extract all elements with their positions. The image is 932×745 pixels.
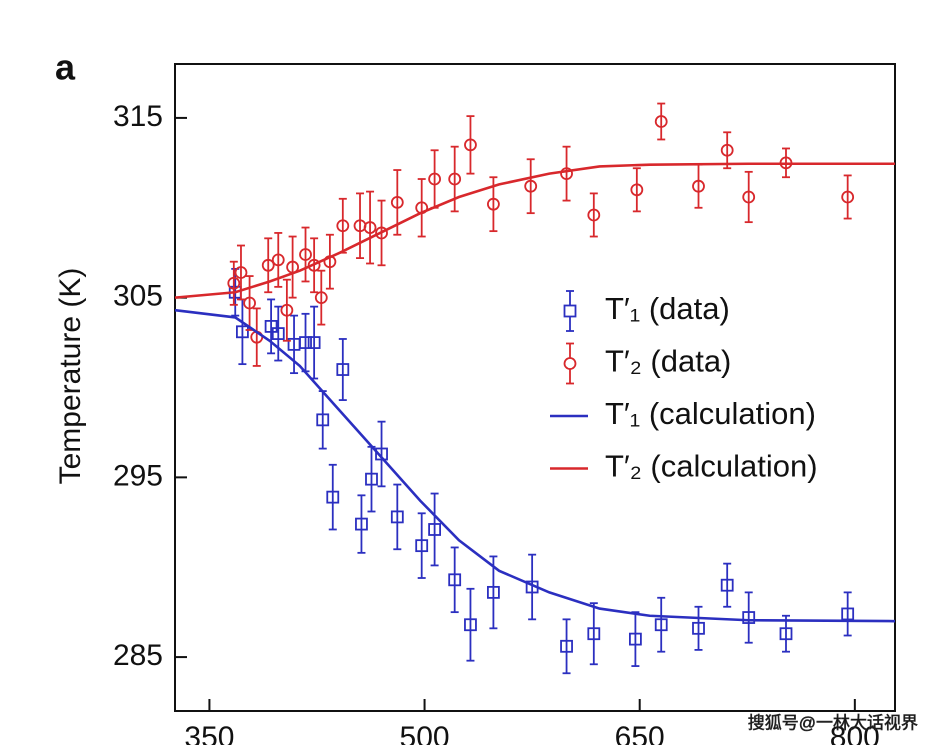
square-marker bbox=[415, 539, 429, 553]
square-marker bbox=[264, 319, 278, 333]
calculation-line bbox=[174, 162, 895, 299]
circle-marker bbox=[390, 195, 404, 209]
square-marker bbox=[316, 413, 330, 427]
square-marker bbox=[236, 325, 249, 339]
square-marker bbox=[628, 632, 642, 646]
y-tick-label: 295 bbox=[113, 459, 163, 492]
plot-frame bbox=[174, 63, 896, 712]
square-marker bbox=[271, 327, 285, 340]
square-marker bbox=[587, 627, 601, 641]
circle-marker bbox=[448, 172, 462, 186]
square-marker bbox=[355, 517, 368, 531]
circle-marker bbox=[560, 167, 573, 181]
square-marker bbox=[336, 363, 350, 376]
square-marker bbox=[560, 639, 573, 653]
circle-marker bbox=[243, 296, 256, 310]
x-tick-label: 800 bbox=[830, 721, 880, 745]
y-axis-label: Temperature (K) bbox=[54, 268, 87, 485]
circle-marker bbox=[720, 143, 734, 157]
circle-marker bbox=[692, 179, 705, 193]
circle-marker bbox=[587, 208, 601, 222]
circle-marker bbox=[314, 291, 328, 305]
x-tick-label: 350 bbox=[184, 721, 234, 745]
circle-marker bbox=[280, 303, 294, 317]
legend-label: T′₁ (calculation) bbox=[605, 396, 816, 431]
square-marker bbox=[307, 336, 321, 349]
circle-marker bbox=[271, 253, 285, 267]
circle-marker bbox=[336, 219, 350, 233]
legend-marker bbox=[563, 357, 577, 370]
circle-marker bbox=[227, 276, 241, 290]
square-marker bbox=[654, 618, 668, 632]
circle-marker bbox=[654, 115, 668, 128]
circle-marker bbox=[630, 183, 644, 197]
square-marker bbox=[448, 573, 462, 587]
legend-label: T′₂ (calculation) bbox=[605, 449, 818, 484]
watermark: 搜狐号@一林大话视界 bbox=[748, 713, 918, 732]
square-marker bbox=[365, 472, 378, 486]
circle-marker bbox=[234, 266, 248, 279]
square-marker bbox=[326, 490, 340, 504]
panel-label: a bbox=[55, 47, 76, 88]
square-marker bbox=[428, 523, 442, 536]
square-marker bbox=[720, 578, 734, 592]
legend-label: T′₂ (data) bbox=[605, 344, 731, 379]
circle-marker bbox=[464, 138, 477, 152]
square-marker bbox=[464, 618, 477, 632]
circle-marker bbox=[363, 221, 377, 234]
square-marker bbox=[742, 611, 756, 624]
square-marker bbox=[841, 607, 855, 621]
circle-marker bbox=[428, 172, 442, 186]
square-marker bbox=[299, 336, 312, 349]
legend-label: T′₁ (data) bbox=[605, 291, 730, 326]
x-tick-label: 650 bbox=[615, 721, 665, 745]
y-tick-label: 285 bbox=[113, 639, 163, 672]
y-tick-label: 315 bbox=[113, 100, 163, 133]
circle-marker bbox=[487, 197, 500, 211]
circle-marker bbox=[524, 179, 538, 193]
circle-marker bbox=[261, 258, 275, 272]
legend-marker bbox=[563, 304, 577, 318]
calculation-line bbox=[174, 308, 896, 623]
square-marker bbox=[390, 510, 404, 524]
circle-marker bbox=[299, 248, 312, 261]
circle-marker bbox=[307, 258, 321, 272]
square-marker bbox=[487, 585, 500, 599]
square-marker bbox=[692, 621, 705, 635]
square-marker bbox=[375, 447, 388, 461]
circle-marker bbox=[742, 190, 756, 204]
x-tick-label: 500 bbox=[400, 721, 450, 745]
y-tick-label: 305 bbox=[113, 280, 163, 313]
circle-marker bbox=[841, 190, 855, 204]
circle-marker bbox=[375, 226, 388, 240]
square-marker bbox=[779, 627, 793, 641]
